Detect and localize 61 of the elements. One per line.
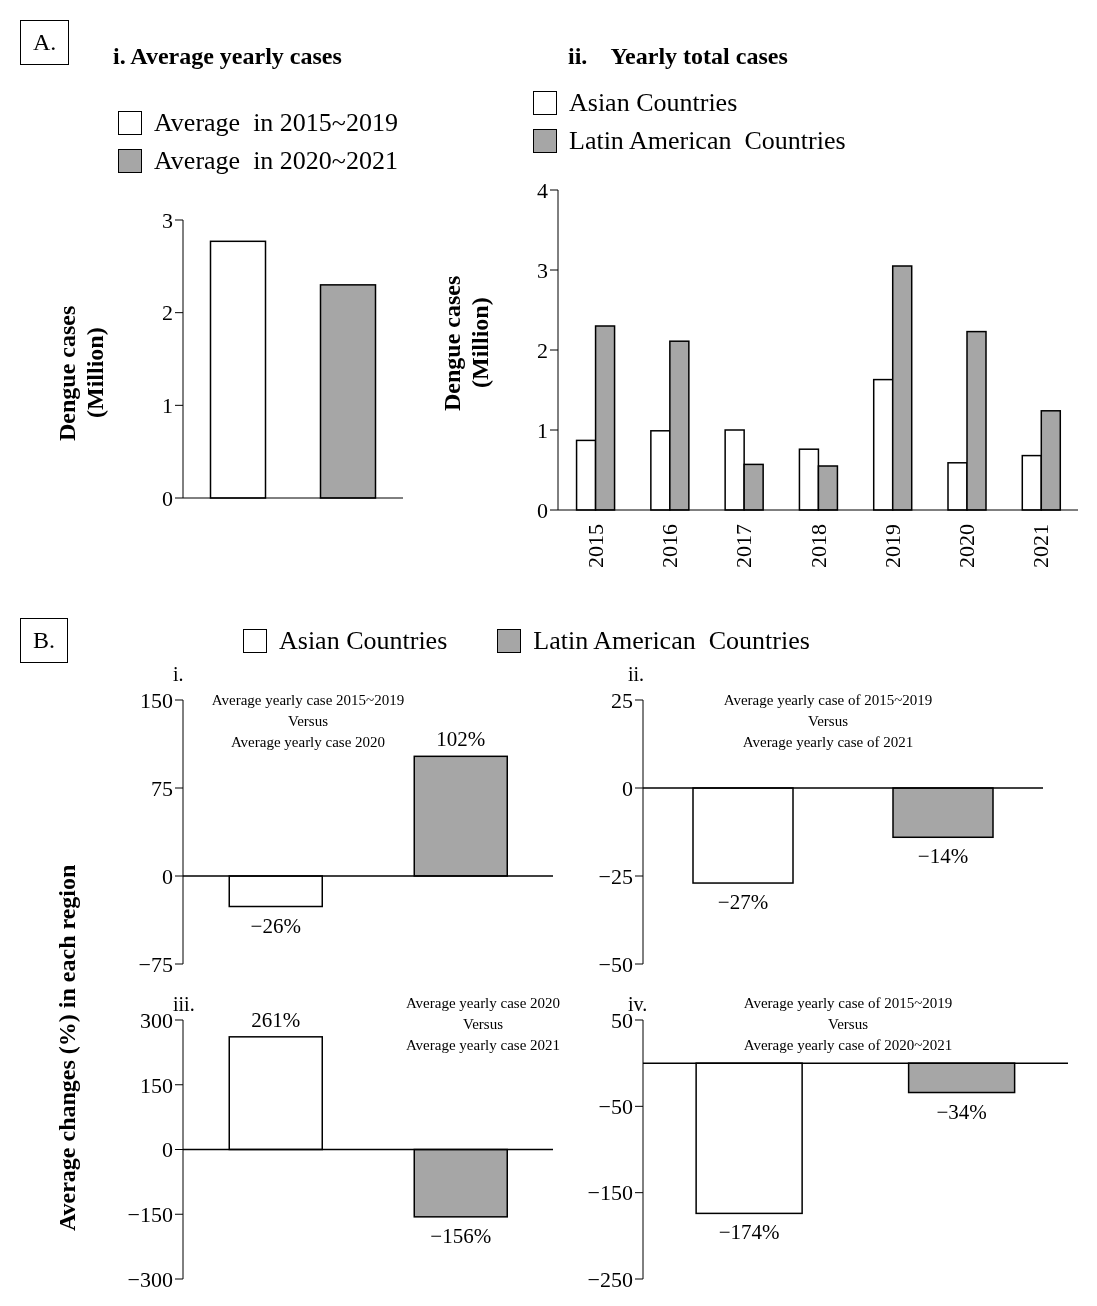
y-tick-label: −50 [598, 1094, 633, 1120]
y-tick-label: 2 [162, 300, 173, 326]
y-axis-title: Dengue cases (Million) [438, 274, 494, 413]
data-label: −14% [917, 844, 969, 869]
y-tick-label: 150 [140, 1072, 173, 1098]
y-tick-label: 25 [611, 687, 633, 713]
text: B. [20, 618, 69, 663]
annotation: Average yearly case 2015~2019 Versus Average yearly case 2020 [210, 691, 406, 752]
y-axis-title: Dengue cases (Million) [53, 304, 109, 443]
y-tick-label: 0 [162, 485, 173, 511]
y-tick-label: −50 [598, 951, 633, 977]
y-tick-label: 300 [140, 1007, 173, 1033]
annotation: Average yearly case 2020 Versus Average yearly case 2021 [404, 994, 562, 1055]
data-label: −156% [430, 1223, 492, 1248]
annotation: Average yearly case of 2015~2019 Versus Average yearly case of 2021 [722, 691, 934, 752]
x-tick-label: 2019 [879, 524, 905, 568]
chart-title: i. [173, 663, 184, 686]
y-axis-title: Average changes (%) in each region [53, 863, 81, 1234]
chart-title: iv. [628, 993, 648, 1015]
chart-title: i. Average yearly cases [113, 43, 342, 70]
chart-title: iii. [173, 993, 195, 1016]
y-tick-label: 3 [537, 257, 548, 283]
x-tick-label: 2020 [954, 524, 980, 568]
y-tick-label: −75 [138, 951, 173, 977]
y-tick-label: −150 [127, 1202, 173, 1228]
legend-label: Average in 2020~2021 [154, 146, 398, 176]
text: A. [20, 20, 70, 65]
legend-label: Latin American Countries [533, 626, 810, 656]
data-label: 102% [436, 727, 486, 752]
data-label: −26% [250, 913, 301, 938]
legend-label: Asian Countries [279, 626, 448, 656]
y-tick-label: 75 [151, 775, 173, 801]
y-tick-label: 150 [140, 687, 173, 713]
x-tick-label: 2018 [805, 524, 831, 568]
legend-label: Asian Countries [569, 88, 738, 118]
y-tick-label: 0 [162, 1137, 173, 1163]
chart-title: ii. [628, 663, 645, 686]
annotation: Average yearly case of 2015~2019 Versus Average yearly case of 2020~2021 [742, 994, 954, 1055]
x-tick-label: 2017 [731, 524, 757, 568]
y-tick-label: −300 [127, 1266, 173, 1292]
data-label: −174% [718, 1220, 780, 1245]
y-tick-label: 1 [162, 393, 173, 419]
y-tick-label: −150 [587, 1180, 633, 1206]
legend-label: Average in 2015~2019 [154, 108, 398, 138]
y-tick-label: 2 [537, 337, 548, 363]
y-tick-label: 4 [537, 177, 548, 203]
data-label: −27% [717, 890, 769, 915]
y-tick-label: 3 [162, 207, 173, 233]
chart-title: ii. Yearly total cases [568, 43, 788, 70]
y-tick-label: 0 [622, 775, 633, 801]
y-tick-label: −25 [598, 863, 633, 889]
data-label: −34% [936, 1099, 987, 1124]
y-tick-label: 0 [162, 863, 173, 889]
y-tick-label: 1 [537, 417, 548, 443]
x-tick-label: 2015 [582, 524, 608, 568]
x-tick-label: 2021 [1028, 524, 1054, 568]
y-tick-label: −250 [587, 1266, 633, 1292]
x-tick-label: 2016 [656, 524, 682, 568]
data-label: 261% [251, 1007, 301, 1032]
y-tick-label: 0 [537, 497, 548, 523]
legend-label: Latin American Countries [569, 126, 846, 156]
